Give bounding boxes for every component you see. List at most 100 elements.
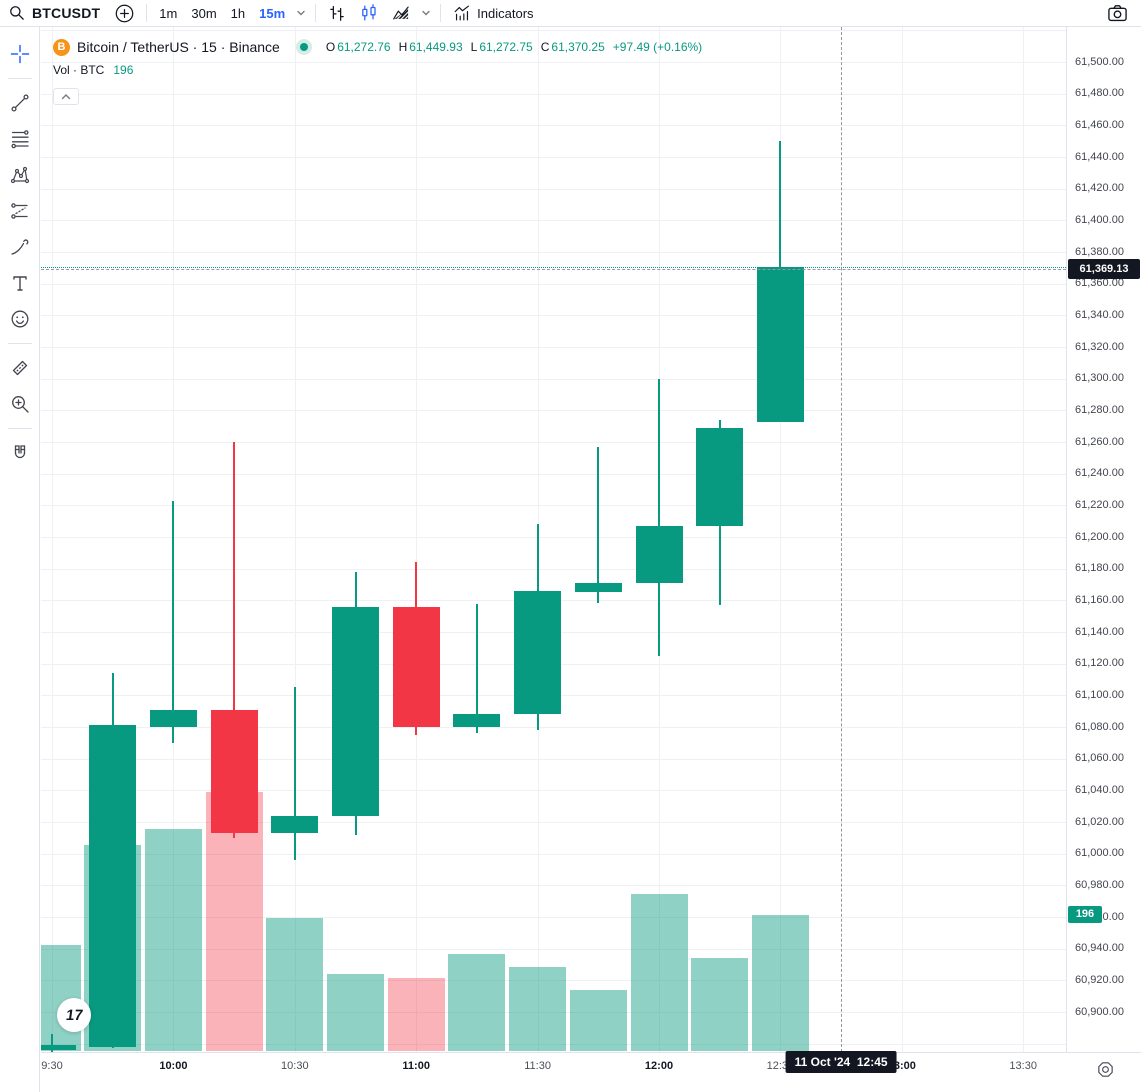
time-tick-label: 11:00	[402, 1060, 430, 1072]
ohlc-key: C	[540, 40, 550, 54]
zoom-in-icon	[9, 393, 31, 415]
tool-xabcd-pattern-button[interactable]	[5, 160, 35, 190]
tool-trend-line-button[interactable]	[5, 88, 35, 118]
gridline-horizontal	[41, 790, 1066, 792]
gridline-horizontal	[41, 93, 1066, 95]
symbol-search-button[interactable]: BTCUSDT	[0, 0, 108, 26]
chevron-up-icon	[61, 93, 71, 101]
gridline-horizontal	[41, 853, 1066, 855]
toolbar-separator	[440, 4, 442, 22]
price-tick-label: 61,060.00	[1075, 752, 1124, 765]
symbol-title[interactable]: Bitcoin / TetherUS · 15 · Binance	[77, 39, 280, 55]
chart-type-area-button[interactable]	[385, 1, 417, 25]
tool-fib-retracement-button[interactable]	[5, 124, 35, 154]
candle-wick	[51, 1034, 53, 1052]
time-tick-label: 9:30	[41, 1060, 63, 1072]
candle-body	[149, 709, 197, 727]
search-icon	[8, 4, 26, 22]
emoji-icon	[9, 308, 31, 330]
candle-body	[210, 709, 258, 834]
gridline-horizontal	[41, 125, 1066, 127]
tool-ruler-button[interactable]	[5, 353, 35, 383]
chart-type-dropdown-button[interactable]	[417, 1, 435, 25]
gridline-vertical	[901, 27, 903, 1052]
price-tick-label: 60,900.00	[1075, 1005, 1124, 1018]
interval-button-15m[interactable]: 15m	[259, 5, 286, 21]
time-tick-label: 13:30	[1009, 1060, 1037, 1072]
tool-crosshair-button[interactable]	[5, 39, 35, 69]
volume-indicator-label[interactable]: Vol · BTC	[53, 63, 105, 77]
price-tick-label: 61,320.00	[1075, 340, 1124, 353]
chart-plot-area[interactable]: B Bitcoin / TetherUS · 15 · Binance O 61,…	[41, 27, 1066, 1052]
indicators-label: Indicators	[477, 5, 534, 21]
volume-value-label: 196	[1068, 906, 1102, 924]
price-tick-label: 61,220.00	[1075, 498, 1124, 511]
gridline-horizontal	[41, 473, 1066, 475]
interval-button-1m[interactable]: 1m	[159, 5, 178, 21]
tradingview-logo[interactable]: 17	[57, 998, 91, 1032]
market-status-dot[interactable]	[295, 39, 312, 55]
tool-magnet-button[interactable]	[5, 438, 35, 468]
price-tick-label: 60,920.00	[1075, 973, 1124, 986]
gridline-horizontal	[41, 1043, 1066, 1045]
tool-forecast-button[interactable]	[5, 196, 35, 226]
gridline-horizontal	[41, 347, 1066, 348]
indicators-icon	[452, 3, 472, 23]
price-axis[interactable]: 61,500.00 61,480.00 61,460.00 61,440.00 61,4…	[1066, 27, 1141, 1052]
time-axis[interactable]: 9:30 10:00 10:30 11:00 11:30 12:00 12:30 13:00 1…	[41, 1051, 1141, 1092]
gridline-horizontal	[41, 1012, 1066, 1013]
gridline-vertical	[294, 27, 296, 1052]
candle-wick	[658, 378, 660, 656]
chevron-down-icon	[295, 7, 307, 19]
gridline-vertical	[1023, 27, 1025, 1052]
chart-type-bars-button[interactable]	[321, 1, 353, 25]
status-dot-inner	[299, 43, 308, 51]
toolbar-separator	[7, 343, 32, 344]
time-tick-label: 12:00	[644, 1060, 674, 1072]
indicators-button[interactable]: Indicators	[446, 1, 539, 25]
axis-settings-gear-icon[interactable]	[1094, 1058, 1116, 1080]
interval-button-30m[interactable]: 30m	[191, 5, 217, 21]
camera-snapshot-button[interactable]	[1100, 1, 1135, 25]
gridline-horizontal	[41, 283, 1066, 285]
volume-bar	[751, 914, 809, 1051]
gridline-horizontal	[41, 30, 1066, 32]
toolbar-separator	[7, 78, 32, 79]
fib-retracement-icon	[9, 128, 31, 150]
candle-body	[756, 267, 804, 422]
tool-zoom-in-button[interactable]	[5, 389, 35, 419]
gridline-vertical	[416, 27, 418, 1052]
price-tick-label: 61,400.00	[1075, 213, 1124, 226]
chart-type-candles-button[interactable]	[353, 1, 385, 25]
gridline-horizontal	[41, 410, 1066, 412]
candle-wick	[475, 603, 478, 734]
interval-dropdown-button[interactable]	[292, 1, 310, 25]
last-price-line	[41, 267, 1066, 269]
crosshair-icon	[9, 43, 31, 65]
price-tick-label: 61,080.00	[1075, 720, 1124, 733]
gridline-horizontal	[41, 188, 1066, 190]
gridline-horizontal	[41, 537, 1066, 538]
brush-icon	[9, 236, 31, 258]
bitcoin-icon: B	[53, 38, 70, 56]
price-tick-label: 61,300.00	[1075, 372, 1124, 385]
time-tick-label: 11:30	[524, 1060, 551, 1072]
price-tick-label: 61,120.00	[1075, 657, 1124, 670]
toolbar-separator	[7, 428, 32, 429]
symbol-name: BTCUSDT	[32, 5, 101, 21]
price-tick-label: 61,000.00	[1075, 847, 1124, 860]
volume-bar	[327, 973, 384, 1051]
tool-text-button[interactable]	[5, 268, 35, 298]
interval-button-1h[interactable]: 1h	[230, 5, 246, 21]
volume-bar	[630, 893, 688, 1051]
tool-emoji-button[interactable]	[5, 304, 35, 334]
area-chart-icon	[391, 3, 411, 23]
gridline-horizontal	[41, 315, 1066, 317]
collapse-legend-button[interactable]	[53, 88, 79, 105]
plus-circle-icon	[114, 3, 135, 24]
tool-brush-button[interactable]	[5, 232, 35, 262]
trend-line-icon	[9, 92, 31, 114]
candle-wick	[293, 687, 296, 860]
compare-add-symbol-button[interactable]	[108, 1, 141, 25]
price-tick-label: 61,460.00	[1075, 118, 1124, 131]
